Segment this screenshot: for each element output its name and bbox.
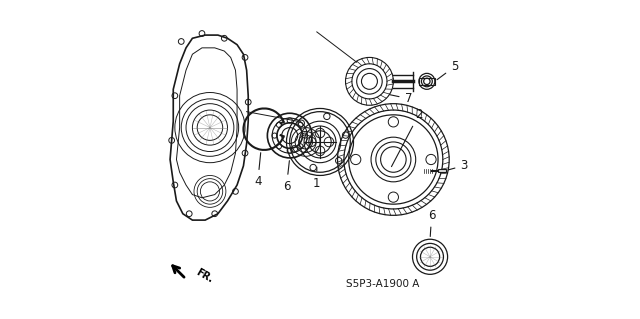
Text: FR.: FR. bbox=[194, 267, 214, 284]
Text: 6: 6 bbox=[428, 209, 435, 236]
Text: 7: 7 bbox=[390, 92, 412, 105]
Text: 6: 6 bbox=[283, 161, 291, 193]
Text: 5: 5 bbox=[437, 60, 458, 80]
Text: 4: 4 bbox=[254, 153, 262, 188]
Text: 3: 3 bbox=[448, 159, 468, 172]
Text: 1: 1 bbox=[313, 167, 321, 189]
Bar bbox=[438, 169, 446, 172]
Text: S5P3-A1900 A: S5P3-A1900 A bbox=[346, 279, 419, 289]
Text: 2: 2 bbox=[392, 108, 422, 167]
